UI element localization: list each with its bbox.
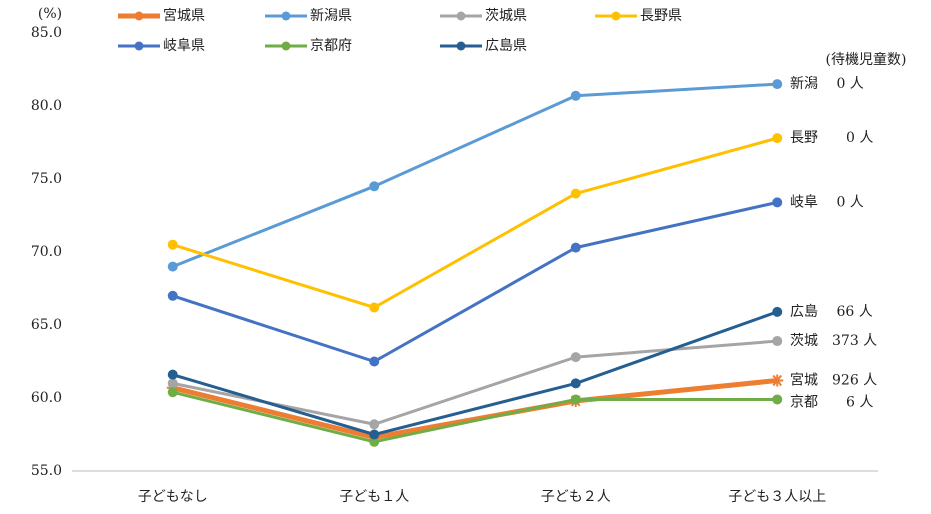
x-tick-label: 子ども３人以上	[728, 489, 826, 505]
marker	[167, 290, 178, 301]
series-line	[172, 200, 778, 363]
legend-label: 茨城県	[485, 8, 527, 24]
marker	[772, 394, 783, 405]
marker	[369, 419, 380, 430]
marker	[570, 188, 581, 199]
legend-label: 京都府	[310, 38, 352, 54]
legend-marker	[611, 11, 621, 21]
marker	[570, 378, 581, 389]
marker	[167, 387, 178, 398]
y-unit: (%)	[38, 6, 62, 22]
x-tick-label: 子どもなし	[138, 489, 208, 505]
marker	[167, 239, 178, 250]
y-tick-label: 70.0	[31, 244, 62, 260]
marker	[772, 197, 783, 208]
y-tick-label: 85.0	[31, 25, 62, 41]
marker	[369, 429, 380, 440]
y-tick-label: 55.0	[31, 463, 62, 479]
legend-marker	[281, 11, 291, 21]
end-label: 長野 0 人	[790, 130, 873, 146]
legend-label: 新潟県	[310, 8, 352, 24]
end-label: 広島 66 人	[790, 304, 873, 320]
series-line	[172, 82, 778, 268]
marker	[570, 242, 581, 253]
marker	[772, 336, 783, 347]
end-label: 京都 6 人	[790, 394, 873, 410]
series-line	[172, 310, 778, 436]
y-tick-label: 80.0	[31, 98, 62, 114]
marker	[772, 79, 783, 90]
marker	[167, 378, 178, 389]
legend-label: 広島県	[485, 38, 527, 54]
marker	[167, 261, 178, 272]
marker	[369, 436, 380, 447]
legend-label: 宮城県	[163, 8, 205, 24]
marker	[772, 133, 783, 144]
legend-marker	[456, 41, 466, 51]
legend-marker	[134, 41, 144, 51]
marker	[570, 352, 581, 363]
end-label: 宮城 926 人	[790, 372, 877, 388]
x-tick-label: 子ども１人	[339, 489, 409, 505]
end-label: 岐阜 0 人	[790, 193, 864, 210]
marker	[369, 181, 380, 192]
end-label: 新潟 0 人	[790, 76, 864, 92]
end-label: 茨城 373 人	[790, 333, 877, 349]
y-tick-label: 60.0	[31, 390, 62, 406]
legend-label: 長野県	[640, 8, 682, 24]
series-line	[172, 136, 778, 309]
series-line	[172, 390, 778, 444]
marker	[771, 374, 784, 387]
marker	[369, 302, 380, 313]
marker	[570, 90, 581, 101]
legend-marker	[456, 11, 466, 21]
legend-marker	[281, 41, 291, 51]
x-tick-label: 子ども２人	[541, 489, 611, 505]
legend-label: 岐阜県	[163, 37, 205, 54]
marker	[772, 306, 783, 317]
annotation: (待機児童数)	[826, 51, 907, 68]
marker	[369, 356, 380, 367]
y-tick-label: 65.0	[31, 317, 62, 333]
marker	[570, 394, 581, 405]
legend-marker	[134, 11, 144, 21]
marker	[167, 369, 178, 380]
y-tick-label: 75.0	[31, 171, 62, 187]
